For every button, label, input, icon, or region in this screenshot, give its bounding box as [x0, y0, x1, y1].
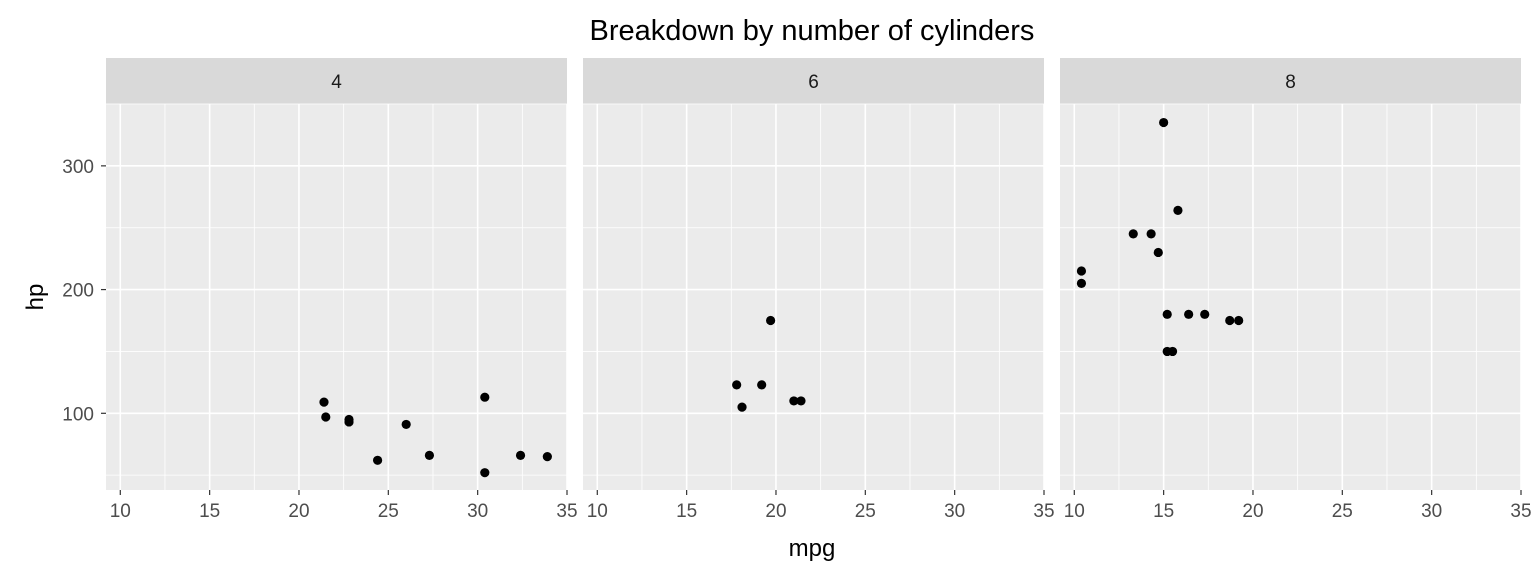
- facet-strip-label: 4: [331, 72, 342, 93]
- x-tick-label: 15: [676, 501, 697, 522]
- facet-panels: 100 200 300 4 10 15 20 25 30 35 6 10 15 20 25 30 35 8 10 15…: [62, 58, 1532, 522]
- data-point: [1173, 205, 1183, 215]
- panel-background: [1060, 104, 1521, 490]
- x-tick-label: 15: [1153, 501, 1174, 522]
- x-tick-label: 30: [944, 501, 965, 522]
- data-point: [766, 315, 776, 326]
- x-tick-label: 30: [1421, 501, 1442, 522]
- facet-panel-8: 8 10 15 20 25 30 35: [1060, 58, 1532, 522]
- data-point: [515, 450, 526, 460]
- y-tick-label: 200: [62, 281, 94, 302]
- data-point: [424, 450, 435, 460]
- facet-strip: [106, 58, 567, 104]
- data-point: [401, 419, 411, 430]
- x-tick-label: 25: [855, 501, 876, 522]
- x-tick-label: 10: [1064, 501, 1085, 522]
- panel-background: [106, 104, 567, 490]
- x-tick-label: 30: [467, 501, 488, 522]
- x-tick-label: 25: [1332, 501, 1353, 522]
- data-point: [1200, 309, 1210, 319]
- data-point: [789, 396, 799, 406]
- x-tick-label: 10: [587, 501, 608, 522]
- y-tick-label: 100: [62, 404, 94, 425]
- y-tick-label: 300: [62, 157, 94, 178]
- chart-title: Breakdown by number of cylinders: [590, 15, 1035, 47]
- x-tick-label: 10: [110, 501, 131, 522]
- x-tick-label: 35: [1510, 501, 1531, 522]
- data-point: [1184, 309, 1194, 319]
- data-point: [796, 396, 806, 406]
- data-point: [372, 455, 383, 465]
- data-point: [757, 380, 767, 390]
- data-point: [737, 402, 747, 412]
- data-point: [1076, 278, 1087, 288]
- x-tick-label: 20: [1242, 501, 1263, 522]
- data-point: [1159, 117, 1169, 128]
- data-point: [1234, 315, 1244, 326]
- data-point: [1167, 346, 1178, 357]
- x-axis-title: mpg: [789, 535, 836, 562]
- panel-background: [583, 104, 1044, 490]
- x-tick-label: 35: [556, 501, 577, 522]
- facet-panel-6: 6 10 15 20 25 30 35: [583, 58, 1055, 522]
- data-point: [480, 392, 490, 402]
- data-point: [344, 417, 354, 427]
- data-point: [319, 397, 329, 407]
- data-point: [1225, 315, 1235, 326]
- x-tick-label: 25: [378, 501, 399, 522]
- facet-strip-label: 8: [1285, 72, 1296, 93]
- x-tick-label: 15: [199, 501, 220, 522]
- data-point: [542, 451, 552, 462]
- facet-strip: [583, 58, 1044, 104]
- x-tick-label: 20: [288, 501, 309, 522]
- x-tick-label: 35: [1033, 501, 1054, 522]
- facet-panel-4: 4 10 15 20 25 30 35: [106, 58, 578, 522]
- data-point: [1146, 229, 1156, 239]
- data-point: [732, 380, 742, 390]
- y-axis-title: hp: [22, 284, 49, 311]
- data-point: [1128, 229, 1138, 239]
- data-point: [1162, 309, 1172, 319]
- x-tick-label: 20: [765, 501, 786, 522]
- data-point: [1153, 247, 1163, 258]
- facet-strip: [1060, 58, 1521, 104]
- data-point: [321, 412, 331, 422]
- facet-strip-label: 6: [808, 72, 819, 93]
- data-point: [480, 468, 490, 478]
- data-point: [1076, 266, 1087, 276]
